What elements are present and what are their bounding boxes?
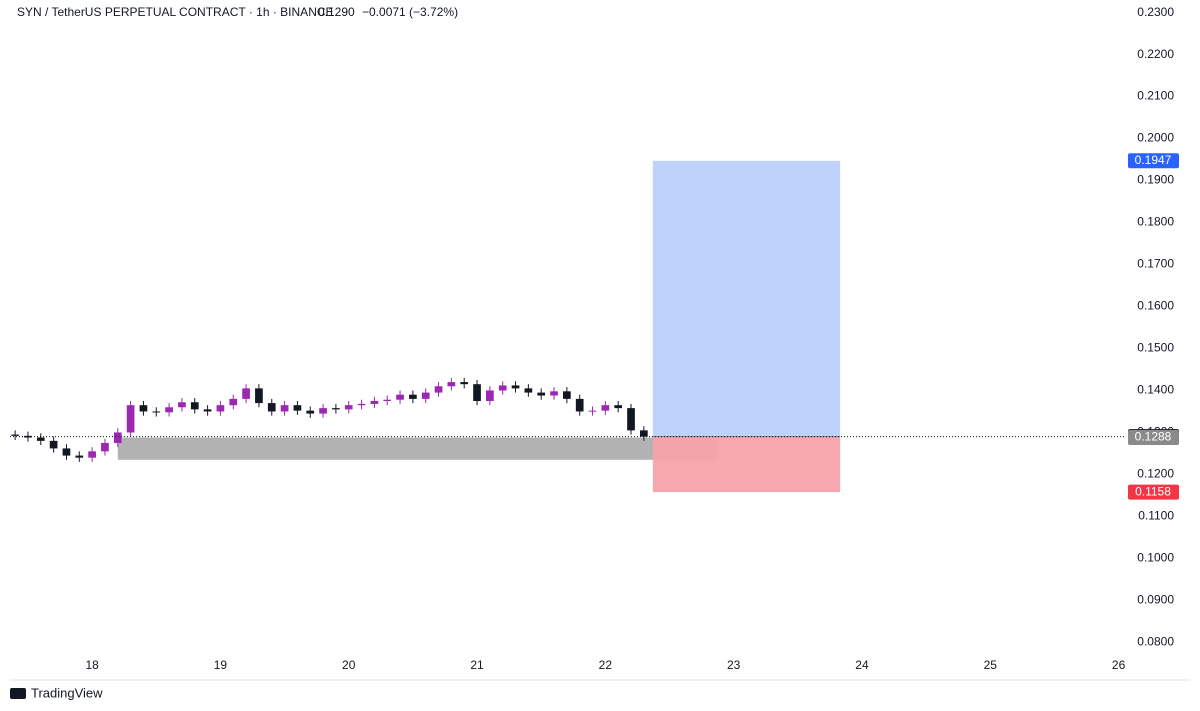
candle-body [460,382,469,385]
y-tick-label: 0.2000 [1137,131,1174,145]
candle-body [383,399,392,401]
x-tick-label: 18 [85,658,99,672]
candle-body [62,448,71,456]
change: −0.0071 (−3.72%) [362,5,458,19]
candle-body [216,405,225,412]
y-tick-label: 0.2100 [1137,89,1174,103]
y-tick-label: 0.0800 [1137,635,1174,649]
candle-body [242,388,250,399]
candle-body [473,384,481,401]
y-tick-label: 0.1400 [1137,383,1174,397]
candle-body [344,405,353,410]
candle-body [229,398,238,406]
brand-logo [10,688,26,699]
candle-body [101,442,109,452]
price-label: 0.1288 [1135,430,1172,444]
candle-body [11,434,19,436]
candle-body [524,388,533,393]
x-tick-label: 19 [214,658,228,672]
candle-body [255,388,263,404]
candle-body [396,394,404,400]
price-label: 0.1947 [1135,153,1172,167]
y-tick-label: 0.1000 [1137,551,1174,565]
candle-body [614,405,623,409]
candle-body [537,392,546,396]
candle-body [575,398,584,412]
x-tick-label: 20 [342,658,356,672]
y-tick-label: 0.1200 [1137,467,1174,481]
x-tick-label: 24 [855,658,869,672]
candle-body [178,402,186,408]
candle-body [421,392,430,399]
stop-area [652,436,841,493]
candle-body [267,403,276,412]
y-tick-label: 0.2300 [1137,5,1174,19]
candle-body [293,405,302,411]
candle-body [588,410,597,412]
candle-body [113,432,122,443]
candle-body [409,394,417,399]
candle-body [357,403,366,406]
y-tick-label: 0.1100 [1138,509,1174,523]
candle-body [627,408,635,431]
candle-body [370,400,379,404]
candle-body [126,405,135,433]
x-tick-label: 22 [599,658,613,672]
y-tick-label: 0.0900 [1137,593,1174,607]
candle-body [190,402,199,410]
price-label: 0.1158 [1135,484,1171,498]
candle-body [447,382,456,387]
y-tick-label: 0.1700 [1137,257,1174,271]
candle-body [280,405,289,412]
candle-body [332,408,340,410]
price-label-bg [1128,430,1179,446]
candle-body [511,385,520,389]
candle-body [152,411,161,413]
candle-body [486,390,494,401]
candle-body [88,451,96,458]
y-tick-label: 0.1600 [1137,299,1174,313]
candle-body [75,455,84,458]
zone [117,437,719,460]
symbol: SYN / TetherUS PERPETUAL CONTRACT · 1h ·… [17,5,334,19]
x-tick-label: 21 [470,658,484,672]
candle-body [24,435,32,438]
y-tick-label: 0.1900 [1137,173,1174,187]
y-tick-label: 0.1800 [1137,215,1174,229]
candle-body [319,408,327,414]
brand: TradingView [31,685,103,700]
y-tick-label: 0.1500 [1137,341,1174,355]
price-label-bg [1128,484,1179,500]
target-area [652,160,841,437]
y-tick-label: 0.2200 [1137,47,1174,61]
candle-body [434,386,443,393]
candle-body [639,430,648,437]
price-label-bg [1128,153,1179,169]
candle-body [601,405,610,411]
candle-body [306,410,315,414]
x-tick-label: 26 [1112,658,1126,672]
candle-body [203,409,212,412]
candle-body [550,391,558,396]
candle-body [563,391,571,399]
price: 0.1290 [318,5,355,19]
x-tick-label: 23 [727,658,741,672]
candle-body [165,407,173,413]
candle-body [498,385,507,391]
candle-body [36,437,45,441]
candle-body [139,405,148,412]
candle-body [49,440,58,449]
x-tick-label: 25 [984,658,998,672]
